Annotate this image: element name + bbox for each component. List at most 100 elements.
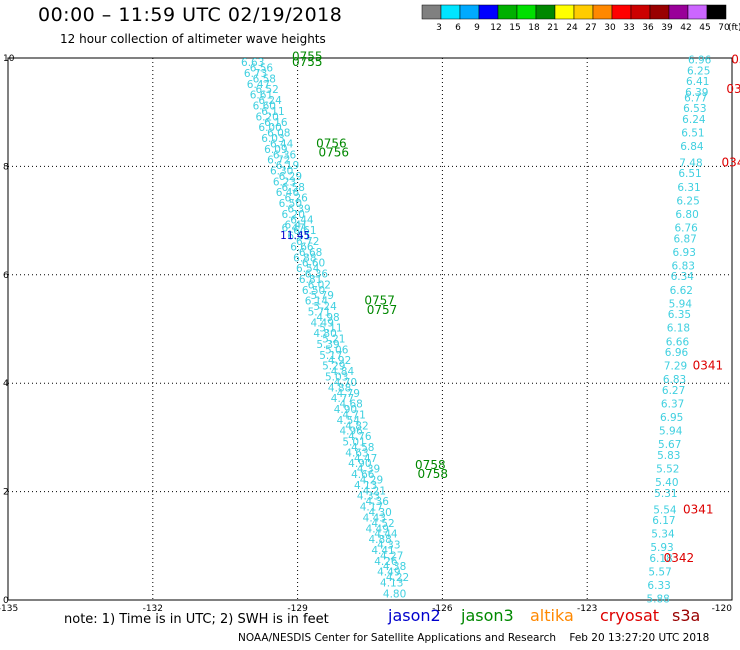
data-point-label: 6.19 bbox=[276, 160, 299, 172]
data-point-label: 6.83 bbox=[672, 260, 695, 272]
colorbar-swatch bbox=[630, 4, 651, 20]
data-point-label: 6.16 bbox=[264, 117, 288, 129]
colorbar-label: 24 bbox=[566, 23, 578, 33]
data-point-label: 6.36 bbox=[305, 269, 329, 281]
data-point-label: 4.90 bbox=[348, 458, 371, 470]
colorbar-label: 9 bbox=[474, 23, 480, 33]
time-label: 0341 bbox=[693, 359, 724, 373]
data-point-label: 6.87 bbox=[673, 233, 696, 245]
data-point-label: 6.51 bbox=[287, 231, 310, 243]
data-point-label: 6.47 bbox=[247, 79, 270, 91]
data-point-label: 5.88 bbox=[646, 594, 669, 606]
data-point-label: 6.66 bbox=[666, 336, 690, 348]
satellite-legend-s3a: s3a bbox=[672, 606, 701, 625]
colorbar-label: 15 bbox=[509, 23, 520, 33]
data-point-label: 7.48 bbox=[679, 157, 702, 169]
data-point-label: 6.66 bbox=[290, 241, 314, 253]
data-point-label: 4.33 bbox=[357, 491, 380, 503]
data-point-label: 6.17 bbox=[652, 515, 675, 527]
data-point-label: 4.96 bbox=[339, 426, 363, 438]
data-point-label: 6.61 bbox=[250, 90, 273, 102]
x-tick-label: -126 bbox=[432, 604, 453, 614]
data-point-label: 6.41 bbox=[686, 76, 709, 88]
colorbar-swatch bbox=[478, 4, 499, 20]
data-point-label: 6.60 bbox=[253, 100, 276, 112]
colorbar-label: 21 bbox=[547, 23, 558, 33]
data-point-label: 6.29 bbox=[279, 171, 302, 183]
data-point-label: 4.68 bbox=[339, 399, 362, 411]
data-point-label: 6.88 bbox=[293, 252, 316, 264]
data-point-label: 4.22 bbox=[386, 572, 409, 584]
data-point-label: 5.71 bbox=[308, 306, 331, 318]
y-tick-label: 8 bbox=[3, 162, 9, 172]
data-point-label: 4.49 bbox=[311, 317, 334, 329]
colorbar-swatch bbox=[421, 4, 442, 20]
satellite-legend-cryosat: cryosat bbox=[600, 606, 660, 625]
x-tick-label: -135 bbox=[0, 604, 18, 614]
data-point-label: 6.56 bbox=[250, 63, 274, 75]
time-label: 0755 bbox=[292, 55, 323, 69]
data-point-label: 6.30 bbox=[270, 166, 293, 178]
data-point-label: 6.39 bbox=[685, 87, 708, 99]
data-point-label: 4.30 bbox=[368, 507, 391, 519]
colorbar-swatch bbox=[668, 4, 689, 20]
data-point-label: 5.21 bbox=[322, 334, 345, 346]
data-point-label: 7.29 bbox=[664, 361, 687, 373]
data-point-label: 5.03 bbox=[325, 371, 348, 383]
data-point-label: 6.18 bbox=[649, 553, 672, 565]
data-point-label: 5.39 bbox=[316, 339, 339, 351]
data-point-label: 4.77 bbox=[331, 393, 354, 405]
data-point-label: 5.34 bbox=[651, 529, 675, 541]
data-point-label: 6.31 bbox=[677, 182, 700, 194]
data-point-label: 6.46 bbox=[276, 187, 300, 199]
y-tick-label: 2 bbox=[3, 488, 9, 498]
data-point-label: 4.41 bbox=[371, 545, 394, 557]
time-label: 0758 bbox=[415, 458, 446, 472]
data-point-label: 6.72 bbox=[296, 236, 319, 248]
colorbar-label: 70 bbox=[718, 23, 730, 33]
data-point-label: 4.88 bbox=[328, 382, 351, 394]
data-point-label: 4.27 bbox=[380, 550, 403, 562]
data-point-label: 4.80 bbox=[383, 588, 406, 600]
data-point-label: 6.68 bbox=[299, 247, 322, 259]
data-point-label: 4.29 bbox=[360, 474, 383, 486]
data-point-label: 6.72 bbox=[267, 155, 290, 167]
data-point-label: 4.90 bbox=[334, 404, 357, 416]
colorbar-swatch bbox=[592, 4, 613, 20]
data-point-label: 6.53 bbox=[683, 103, 706, 115]
data-point-label: 6.35 bbox=[668, 309, 691, 321]
colorbar-swatch bbox=[535, 4, 556, 20]
axis-tick-labels: -135 -132 -129 -126 -123 -120 0 2 4 6 8 10 bbox=[0, 54, 732, 614]
colorbar-swatch bbox=[573, 4, 594, 20]
gridlines bbox=[8, 58, 732, 600]
colorbar-swatch bbox=[440, 4, 461, 20]
colorbar-unit: (ft) bbox=[728, 23, 740, 33]
colorbar-label: 45 bbox=[699, 23, 710, 33]
x-tick-label: -123 bbox=[577, 604, 597, 614]
data-point-label: 6.09 bbox=[264, 144, 287, 156]
data-point-label: 4.36 bbox=[366, 496, 390, 508]
data-point-label: 4.71 bbox=[342, 409, 365, 421]
data-point-label: 5.54 bbox=[653, 504, 677, 516]
data-point-label: 6.41 bbox=[284, 220, 307, 232]
y-tick-label: 10 bbox=[3, 54, 15, 64]
data-point-label: 5.17 bbox=[319, 350, 342, 362]
data-point-label: 5.01 bbox=[342, 437, 365, 449]
data-point-label: 6.83 bbox=[663, 374, 686, 386]
data-point-label: 6.23 bbox=[273, 176, 296, 188]
data-point-label: 4.44 bbox=[374, 529, 398, 541]
data-point-label: 6.93 bbox=[673, 247, 696, 259]
data-point-label: 6.03 bbox=[261, 133, 284, 145]
time-label: 0342 bbox=[664, 551, 695, 565]
data-point-label: 6.25 bbox=[676, 195, 699, 207]
data-point-label: 6.24 bbox=[258, 95, 282, 107]
colorbar-swatch bbox=[611, 4, 632, 20]
data-point-label: 5.94 bbox=[669, 298, 693, 310]
colorbar-label: 42 bbox=[680, 23, 691, 33]
time-label: 0757 bbox=[367, 303, 398, 317]
data-point-label: 6.02 bbox=[308, 279, 331, 291]
colorbar-label: 3 bbox=[436, 23, 442, 33]
data-point-label: 5.93 bbox=[650, 542, 673, 554]
data-point-label: 4.21 bbox=[363, 485, 386, 497]
